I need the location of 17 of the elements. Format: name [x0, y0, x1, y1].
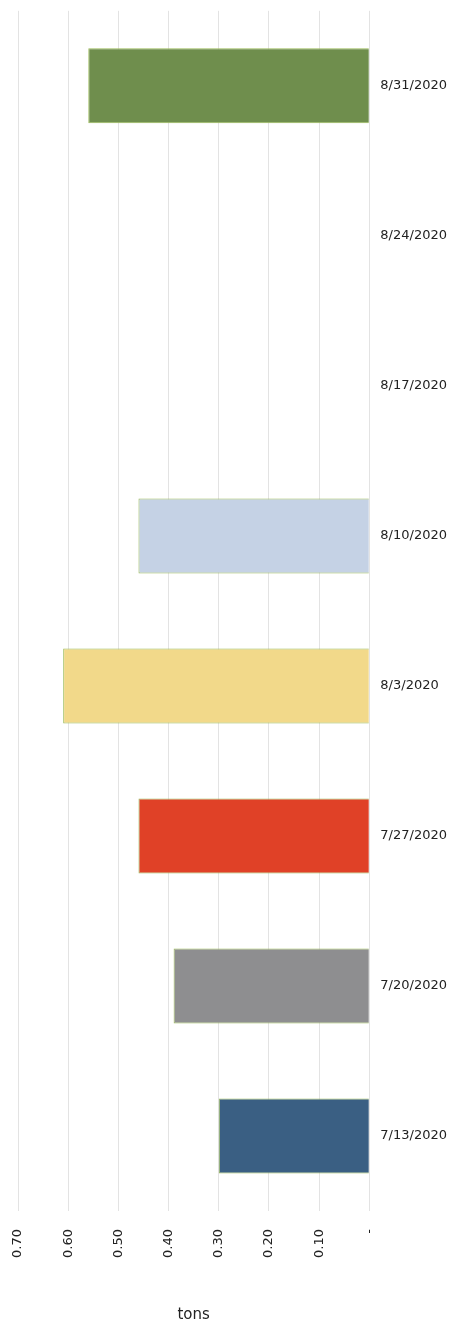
x-tick-label: 0.40 — [159, 1229, 175, 1259]
y-tick-label: 8/17/2020 — [380, 377, 448, 393]
y-tick-label: 8/24/2020 — [380, 227, 448, 243]
x-tick-label: 0.10 — [310, 1229, 326, 1259]
x-tick-label: 0.50 — [109, 1229, 125, 1259]
x-tick-label: 0.60 — [59, 1229, 75, 1259]
x-tick-label: 0.30 — [210, 1229, 226, 1259]
y-tick-label: 7/13/2020 — [380, 1127, 448, 1143]
y-tick-label: 8/10/2020 — [380, 527, 448, 543]
y-tick-label: 7/20/2020 — [380, 977, 448, 993]
x-tick-label: - — [360, 1228, 376, 1234]
x-tick-label: 0.20 — [260, 1229, 276, 1259]
y-tick-label: 8/3/2020 — [380, 677, 439, 693]
x-axis-title: tons — [177, 1304, 211, 1323]
y-tick-label: 8/31/2020 — [380, 77, 448, 93]
y-tick-label: 7/27/2020 — [380, 827, 448, 843]
x-tick-label: 0.70 — [9, 1229, 25, 1259]
